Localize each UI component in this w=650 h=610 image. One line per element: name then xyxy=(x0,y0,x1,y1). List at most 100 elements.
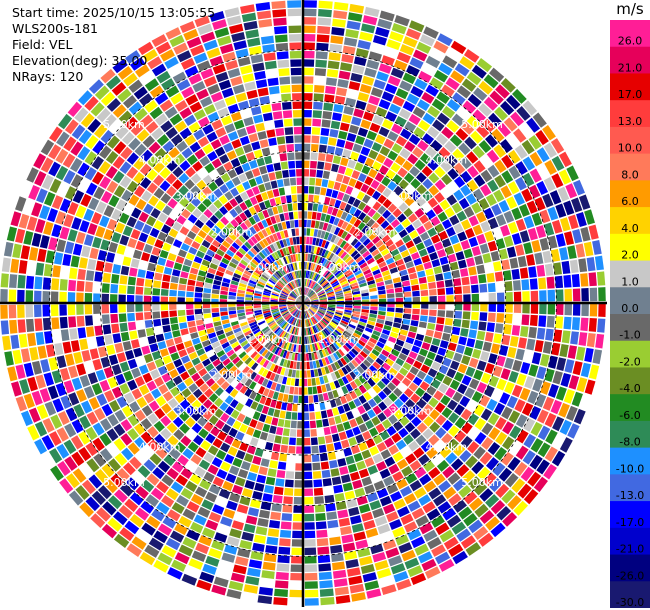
velocity-cell xyxy=(273,288,281,293)
velocity-cell xyxy=(493,402,506,416)
velocity-cell xyxy=(314,68,327,77)
velocity-cell xyxy=(403,172,415,184)
velocity-cell xyxy=(468,236,479,248)
velocity-cell xyxy=(327,294,335,298)
velocity-cell xyxy=(298,311,301,319)
velocity-cell xyxy=(254,70,266,80)
velocity-cell xyxy=(340,474,351,484)
velocity-cell xyxy=(70,174,83,188)
velocity-cell xyxy=(357,201,367,211)
velocity-cell xyxy=(324,260,330,268)
velocity-cell xyxy=(291,547,303,556)
velocity-cell xyxy=(372,384,382,394)
colorbar-tick-label: 17.0 xyxy=(618,88,643,101)
velocity-cell xyxy=(146,361,157,372)
velocity-cell xyxy=(139,114,154,128)
velocity-cell xyxy=(361,333,370,340)
velocity-cell xyxy=(523,215,535,229)
velocity-cell xyxy=(329,264,336,272)
velocity-cell xyxy=(174,120,187,133)
velocity-cell xyxy=(279,213,285,222)
velocity-cell xyxy=(468,329,477,339)
velocity-cell xyxy=(184,65,199,78)
velocity-cell xyxy=(284,323,290,331)
velocity-cell xyxy=(245,368,254,378)
velocity-cell xyxy=(412,296,421,303)
velocity-cell xyxy=(520,325,529,338)
velocity-cell xyxy=(324,196,331,205)
velocity-cell xyxy=(0,289,8,303)
velocity-cell xyxy=(303,387,308,395)
velocity-cell xyxy=(351,348,359,356)
velocity-cell xyxy=(385,547,400,559)
velocity-cell xyxy=(262,304,270,308)
velocity-cell xyxy=(303,67,314,76)
velocity-cell xyxy=(556,303,564,315)
velocity-cell xyxy=(405,240,415,249)
velocity-cell xyxy=(330,468,340,477)
colorbar-tick-label: -26.0 xyxy=(616,569,644,582)
velocity-cell xyxy=(472,348,482,359)
velocity-cell xyxy=(253,353,261,362)
velocity-cell xyxy=(39,388,51,403)
velocity-cell xyxy=(234,146,245,157)
velocity-cell xyxy=(334,361,341,370)
velocity-cell xyxy=(287,0,302,8)
velocity-cell xyxy=(189,521,204,534)
velocity-cell xyxy=(176,215,187,225)
velocity-cell xyxy=(321,384,327,393)
velocity-cell xyxy=(494,446,507,461)
velocity-cell xyxy=(394,224,405,233)
velocity-cell xyxy=(360,312,369,317)
velocity-cell xyxy=(428,434,440,446)
velocity-cell xyxy=(269,363,276,372)
velocity-cell xyxy=(249,463,260,474)
velocity-cell xyxy=(317,25,331,35)
velocity-cell xyxy=(25,290,34,303)
velocity-cell xyxy=(285,238,291,246)
velocity-cell xyxy=(20,245,31,260)
velocity-cell xyxy=(310,305,318,309)
velocity-cell xyxy=(376,488,389,499)
velocity-cell xyxy=(261,405,270,415)
velocity-cell xyxy=(242,327,251,334)
velocity-cell xyxy=(409,230,419,239)
velocity-cell xyxy=(158,384,169,395)
velocity-cell xyxy=(272,274,279,281)
velocity-cell xyxy=(308,308,315,315)
velocity-cell xyxy=(234,238,243,247)
velocity-cell xyxy=(88,79,104,95)
velocity-cell xyxy=(273,409,281,418)
velocity-cell xyxy=(223,161,234,172)
velocity-cell xyxy=(151,246,161,257)
velocity-cell xyxy=(242,143,253,154)
velocity-cell xyxy=(34,421,48,437)
velocity-cell xyxy=(223,253,232,261)
velocity-cell xyxy=(202,174,213,185)
velocity-cell xyxy=(322,317,330,324)
velocity-cell xyxy=(329,334,337,342)
velocity-cell xyxy=(230,572,246,583)
velocity-cell xyxy=(222,480,234,492)
velocity-cell xyxy=(303,59,315,67)
velocity-cell xyxy=(492,462,506,477)
velocity-cell xyxy=(384,239,394,248)
velocity-cell xyxy=(296,270,299,279)
velocity-cell xyxy=(100,239,110,251)
velocity-cell xyxy=(501,154,514,169)
velocity-cell xyxy=(215,71,229,83)
velocity-cell xyxy=(180,328,189,336)
velocity-cell xyxy=(328,275,335,282)
velocity-cell xyxy=(303,101,313,109)
velocity-cell xyxy=(311,282,317,289)
velocity-cell xyxy=(253,374,261,383)
velocity-cell xyxy=(515,218,527,232)
velocity-cell xyxy=(384,83,398,95)
velocity-cell xyxy=(127,276,137,286)
velocity-cell xyxy=(216,376,226,386)
velocity-cell xyxy=(255,175,264,185)
velocity-cell xyxy=(288,273,293,281)
velocity-cell xyxy=(485,494,500,509)
velocity-cell xyxy=(344,330,352,337)
velocity-cell xyxy=(148,400,160,412)
